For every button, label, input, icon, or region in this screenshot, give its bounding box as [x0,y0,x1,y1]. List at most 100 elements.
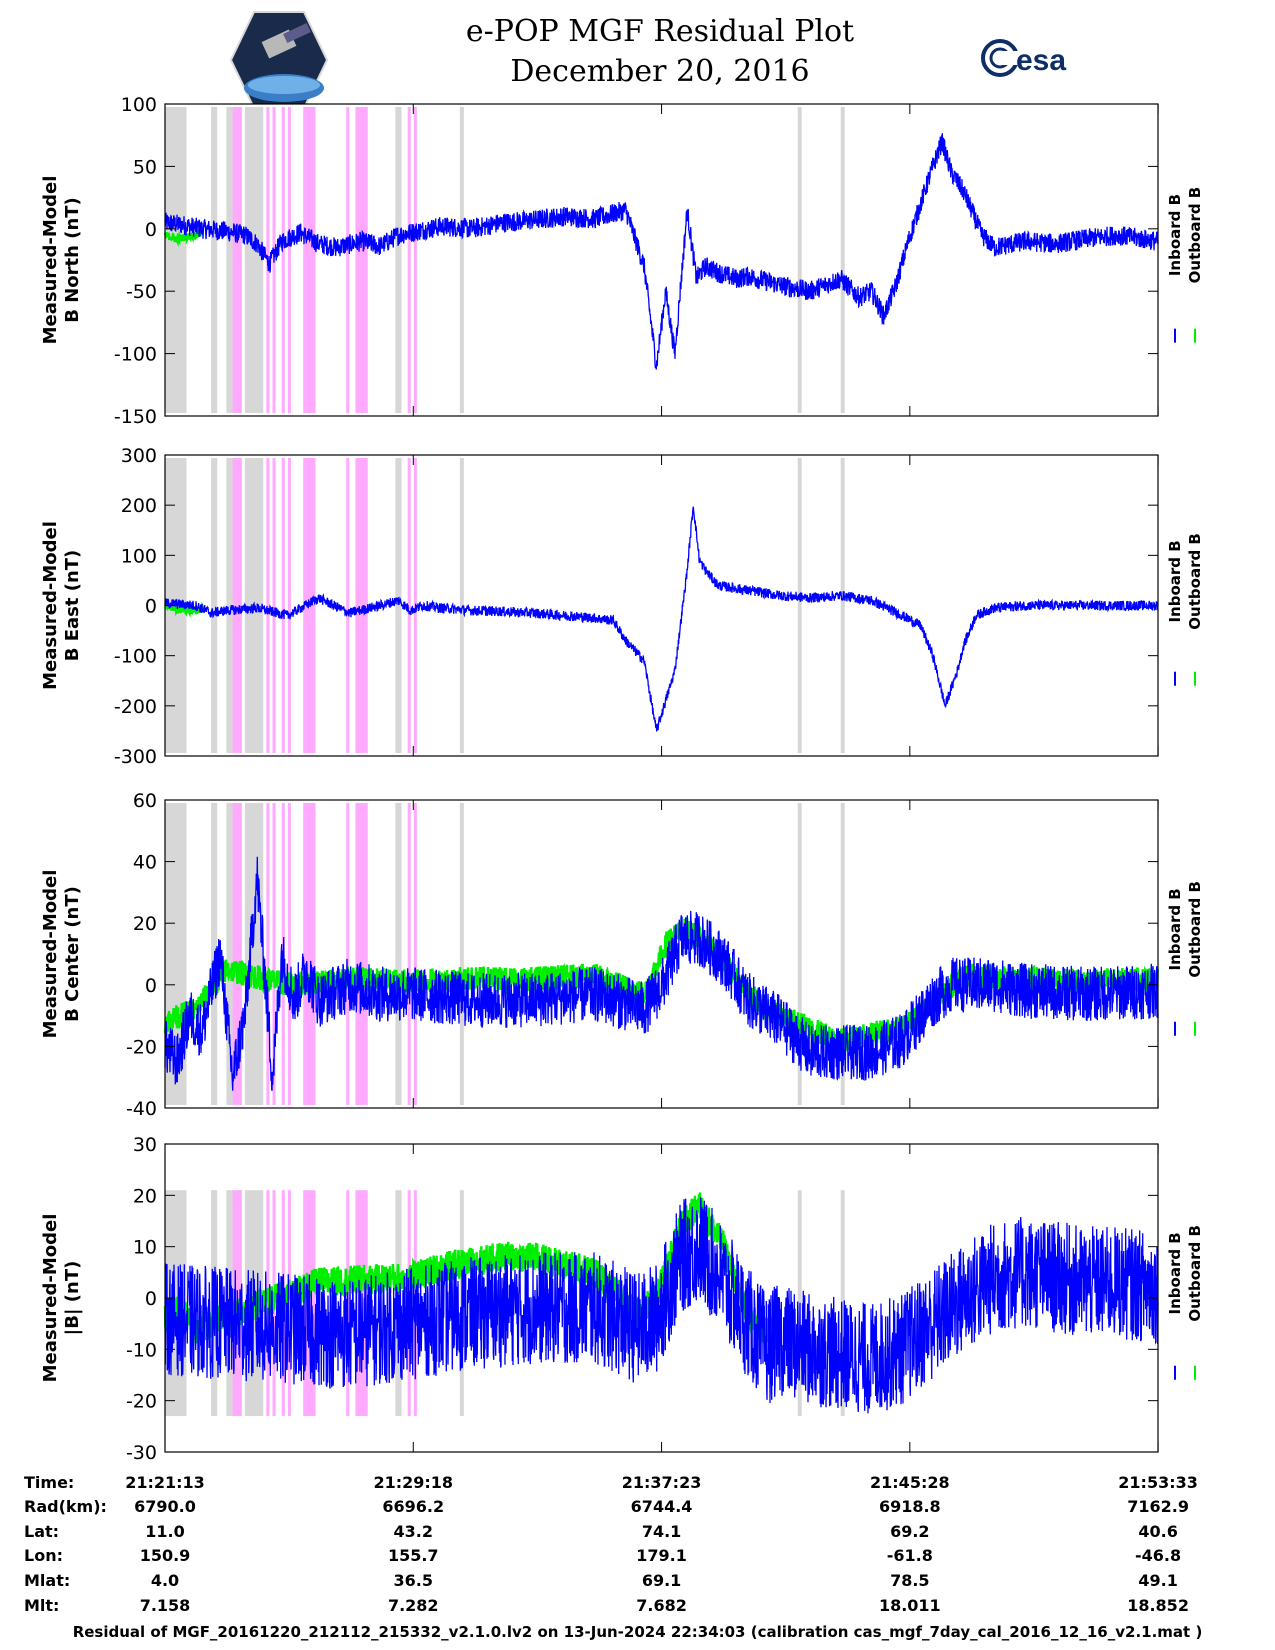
ephemeris-value: 69.2 [890,1522,929,1541]
panel-3-ylabel-line2: B Center (nT) [62,886,83,1022]
panel-2-pink-band [281,458,285,753]
ephemeris-value: 150.9 [140,1546,191,1565]
panel-2-ytick-label: -100 [114,646,157,668]
ephemeris-value: -61.8 [887,1546,933,1565]
ephemeris-value: 40.6 [1138,1522,1177,1541]
panel-1-ytick-label: 0 [145,219,157,241]
panel-2-pink-band [272,458,276,753]
panel-3-pink-band [346,803,350,1105]
panel-2-series-inboard [164,506,1159,732]
panel-3-gray-band [395,803,402,1105]
panel-2-ytick-label: 100 [121,545,157,567]
ephemeris-value: 7.682 [636,1596,687,1615]
panel-3-ylabel-line1: Measured-Model [40,870,61,1039]
panel-4-ytick-label: -30 [126,1442,157,1464]
ephemeris-value: 21:37:23 [622,1473,702,1492]
panel-2-legend-inboard: Inboard B [1166,540,1184,622]
ephemeris-value: 69.1 [642,1571,681,1590]
panel-2-ylabel-line2: B East (nT) [62,550,83,662]
panel-1-pink-band [281,107,285,413]
ephemeris-value: 4.0 [151,1571,179,1590]
panel-1-pink-band [287,107,291,413]
ephemeris-label: Lat: [24,1522,59,1541]
panel-2-gray-band [211,458,218,753]
panel-3-pink-band [266,803,270,1105]
panel-2-pink-band [346,458,350,753]
footer-caption: Residual of MGF_20161220_212112_215332_v… [72,1623,1203,1641]
panel-3-pink-band [407,803,411,1105]
panel-1-pink-band [232,107,242,413]
ephemeris-value: 36.5 [394,1571,433,1590]
esa-logo: esa [981,39,1066,77]
panel-3-pink-band [303,803,316,1105]
panel-2-pink-band [266,458,270,753]
panel-1-gray-band [244,107,264,413]
panel-3-legend-inboard: Inboard B [1166,888,1184,970]
panel-2-ylabel-line1: Measured-Model [40,521,61,690]
panel-2-ytick-label: 200 [121,495,157,517]
panel-4-pink-band [287,1190,291,1417]
panel-1-ylabel-line2: B North (nT) [62,197,83,323]
panel-1-legend-outboard: Outboard B [1186,187,1204,284]
panel-4-legend-outboard: Outboard B [1186,1225,1204,1322]
ephemeris-value: 6918.8 [879,1497,941,1516]
panel-1-pink-band [413,107,417,413]
panel-3-ytick-label: 20 [133,913,157,935]
panel-1-ytick-label: -50 [126,281,157,303]
ephemeris-label: Lon: [24,1546,63,1565]
panel-4-gray-band [840,1190,845,1417]
panel-1-ytick-label: -150 [114,406,157,428]
panel-2-ytick-label: 0 [145,596,157,618]
panel-1-ytick-label: -100 [114,344,157,366]
ephemeris-value: 21:45:28 [870,1473,950,1492]
ephemeris-value: 6790.0 [134,1497,196,1516]
ephemeris-value: 21:21:13 [125,1473,205,1492]
panel-1-pink-band [346,107,350,413]
cassiope-logo [229,11,329,109]
panel-2-ytick-label: -300 [114,746,157,768]
ephemeris-label: Rad(km): [24,1497,107,1516]
panel-1-gray-band [840,107,845,413]
panel-2-legend-outboard: Outboard B [1186,533,1204,630]
panel-4-ytick-label: 10 [133,1237,157,1259]
panel-3-gray-band [797,803,802,1105]
panel-4-series-inboard [164,1197,1159,1414]
ephemeris-value: 6696.2 [382,1497,444,1516]
ephemeris-value: 7162.9 [1127,1497,1189,1516]
panel-1-pink-band [355,107,368,413]
ephemeris-value: 18.011 [879,1596,941,1615]
panel-2-pink-band [355,458,368,753]
panel-1-gray-band [797,107,802,413]
panel-3-ytick-label: 40 [133,852,157,874]
panel-4-ytick-label: 0 [145,1288,157,1310]
panel-2-ytick-label: -200 [114,696,157,718]
panel-3-pink-band [272,803,276,1105]
panel-4-ytick-label: -20 [126,1391,157,1413]
ephemeris-value: 18.852 [1127,1596,1189,1615]
panel-1-background [165,104,1158,416]
ephemeris-value: 21:29:18 [373,1473,453,1492]
ephemeris-value: 49.1 [1138,1571,1177,1590]
panel-1-ylabel-line1: Measured-Model [40,176,61,345]
panel-1-gray-band [165,107,187,413]
panel-1-gray-band [395,107,402,413]
panel-4-ytick-label: 30 [133,1134,157,1156]
panel-3-gray-band [459,803,464,1105]
panel-1-series-outboard [163,228,204,247]
panel-1-ytick-label: 100 [121,94,157,116]
ephemeris-value: 7.282 [388,1596,439,1615]
panel-2-pink-band [232,458,242,753]
panel-3-pink-band [287,803,291,1105]
ephemeris-value: 11.0 [145,1522,184,1541]
panel-4-ylabel-line2: |B| (nT) [62,1261,83,1336]
ephemeris-value: 179.1 [636,1546,687,1565]
panel-2-pink-band [407,458,411,753]
panel-1-ytick-label: 50 [133,156,157,178]
ephemeris-value: 78.5 [890,1571,929,1590]
panel-3-ytick-label: -20 [126,1036,157,1058]
panel-2-gray-band [840,458,845,753]
ephemeris-value: 6744.4 [631,1497,693,1516]
panel-3-ytick-label: 60 [133,790,157,812]
panel-1-gray-band [211,107,218,413]
plot-date: December 20, 2016 [510,54,810,89]
